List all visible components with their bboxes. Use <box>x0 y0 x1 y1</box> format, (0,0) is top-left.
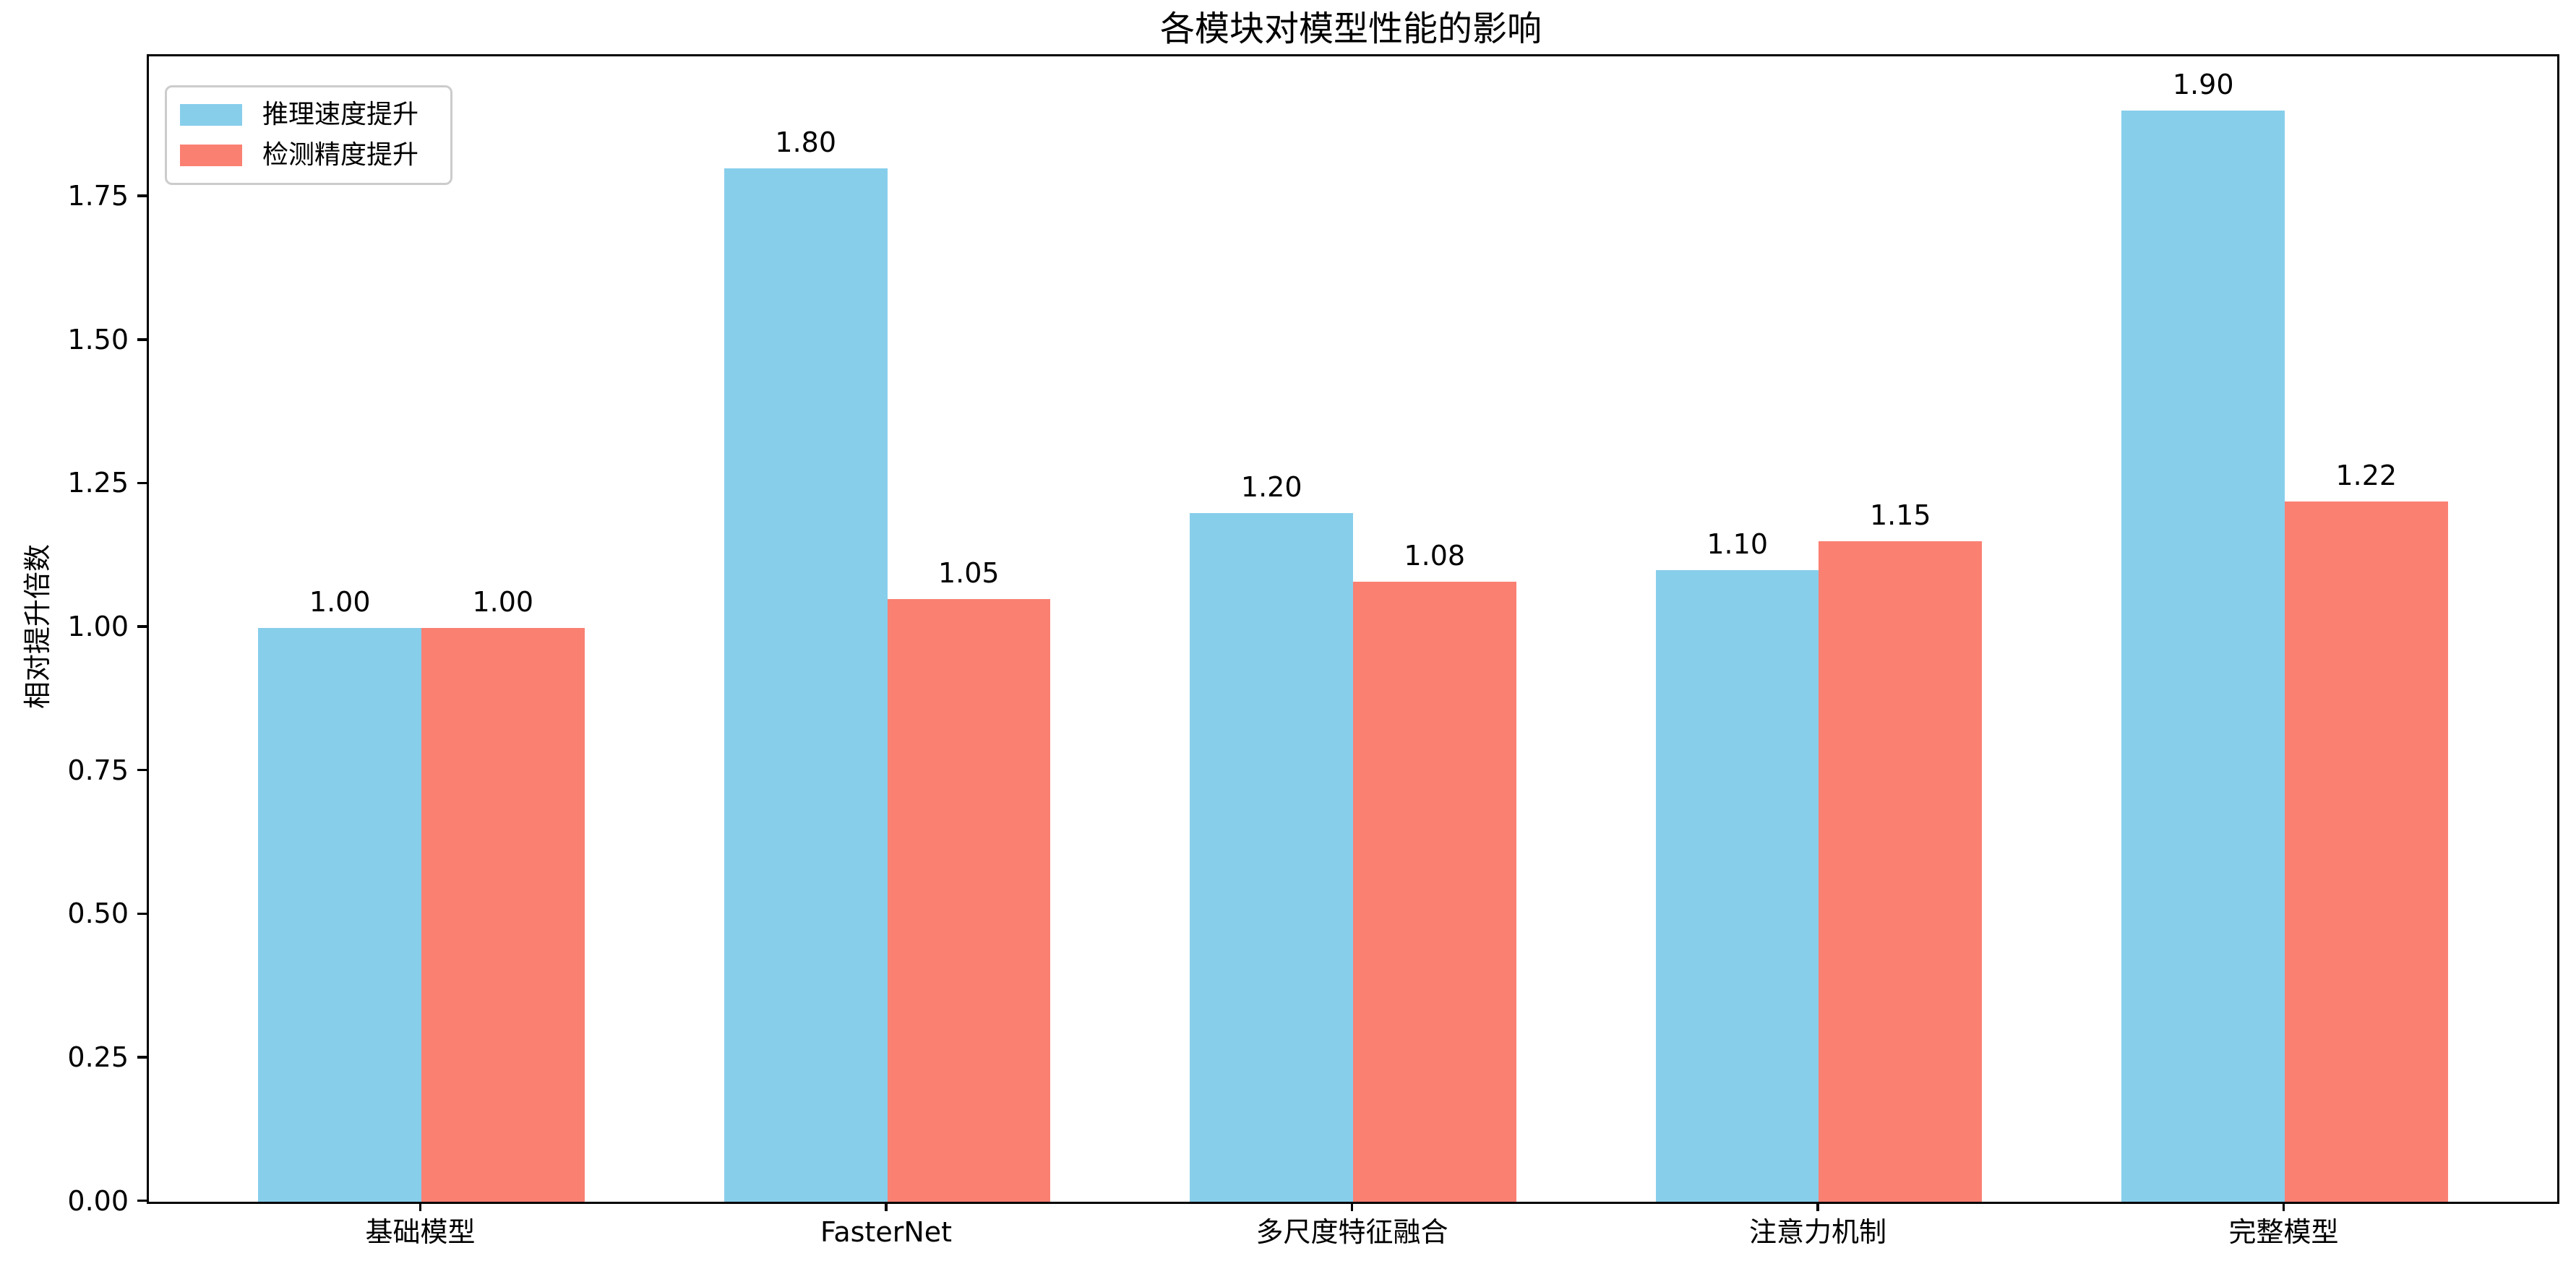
x-tick-label: 完整模型 <box>2228 1216 2339 1248</box>
x-tick-mark <box>1350 1202 1354 1211</box>
bar-value-label: 1.00 <box>309 585 371 618</box>
y-tick-label: 1.00 <box>67 611 129 642</box>
legend-row: 推理速度提升 <box>180 100 437 129</box>
bar-value-label: 1.15 <box>1869 499 1931 532</box>
legend-swatch-icon <box>180 145 242 166</box>
bar-value-label: 1.10 <box>1706 528 1768 561</box>
y-tick-label: 0.25 <box>67 1041 129 1073</box>
bar-检测精度提升-多尺度特征融合 <box>1353 581 1516 1202</box>
plot-area: 1.00 1.80 1.20 1.10 1.90 1.00 1.05 1.08 1.15 1.22… <box>147 54 2559 1204</box>
legend-row: 检测精度提升 <box>180 141 437 170</box>
legend: 推理速度提升 检测精度提升 <box>165 85 452 185</box>
bar-value-label: 1.20 <box>1240 470 1302 503</box>
bar-value-label: 1.80 <box>775 126 837 158</box>
y-tick-mark <box>137 194 147 197</box>
bar-推理速度提升-完整模型 <box>2121 111 2285 1202</box>
y-tick-mark <box>137 481 147 485</box>
x-tick-mark <box>1816 1202 1819 1211</box>
bar-推理速度提升-基础模型 <box>258 627 422 1202</box>
bar-检测精度提升-基础模型 <box>421 627 585 1202</box>
legend-label: 检测精度提升 <box>262 140 419 170</box>
y-tick-label: 1.50 <box>67 323 129 356</box>
x-tick-label: 基础模型 <box>365 1216 476 1248</box>
y-tick-label: 0.50 <box>67 898 129 930</box>
bar-检测精度提升-注意力机制 <box>1819 541 1983 1202</box>
bar-推理速度提升-FasterNet <box>724 168 888 1202</box>
bar-检测精度提升-完整模型 <box>2284 501 2448 1202</box>
y-tick-label: 1.25 <box>67 467 129 499</box>
y-tick-label: 0.00 <box>67 1184 129 1217</box>
x-tick-mark <box>418 1202 422 1211</box>
x-tick-mark <box>2282 1202 2285 1211</box>
y-tick-mark <box>137 625 147 628</box>
bar-value-label: 1.00 <box>472 585 534 618</box>
y-tick-mark <box>137 1056 147 1059</box>
x-tick-label: 注意力机制 <box>1748 1216 1886 1248</box>
y-tick-label: 0.75 <box>67 754 129 786</box>
bar-value-label: 1.08 <box>1404 539 1466 572</box>
bar-value-label: 1.22 <box>2335 459 2397 491</box>
y-tick-mark <box>137 338 147 341</box>
x-tick-mark <box>885 1202 888 1211</box>
y-tick-mark <box>137 912 147 915</box>
bar-value-label: 1.05 <box>937 556 1000 589</box>
y-tick-label: 1.75 <box>67 180 129 212</box>
y-tick-mark <box>137 1199 147 1202</box>
y-tick-mark <box>137 768 147 772</box>
bar-推理速度提升-多尺度特征融合 <box>1190 512 1353 1202</box>
bar-推理速度提升-注意力机制 <box>1655 570 1819 1202</box>
bar-检测精度提升-FasterNet <box>887 598 1051 1202</box>
x-tick-label: 多尺度特征融合 <box>1255 1216 1448 1248</box>
legend-label: 推理速度提升 <box>262 100 419 129</box>
bar-value-label: 1.90 <box>2172 69 2234 101</box>
chart-title: 各模块对模型性能的影响 <box>1159 9 1542 49</box>
legend-swatch-icon <box>180 104 242 126</box>
x-tick-label: FasterNet <box>820 1216 953 1248</box>
